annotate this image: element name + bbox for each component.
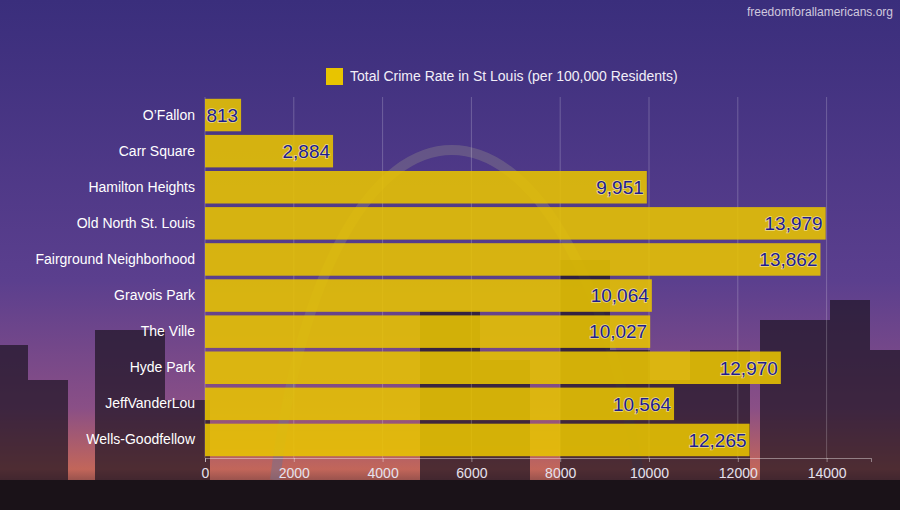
x-tick: 2000: [279, 458, 310, 481]
x-tick-mark: [294, 458, 295, 462]
x-tick: 4000: [368, 458, 399, 481]
data-label: 13,862: [759, 249, 817, 270]
bar: [205, 135, 333, 167]
x-axis: 0 2000 4000 6000 8000 10000 12000 14000: [202, 458, 872, 481]
background: [0, 0, 900, 510]
x-tick-label: 4000: [368, 465, 399, 481]
bar: [205, 207, 826, 239]
data-label: 2,884: [283, 141, 331, 162]
y-tick: O’Fallon: [143, 107, 197, 123]
x-tick: 14000: [808, 458, 847, 481]
y-tick-label: Gravois Park: [114, 287, 196, 303]
data-label: 10,027: [589, 321, 647, 342]
bar: [205, 388, 674, 420]
bar: [205, 171, 647, 203]
y-tick: JeffVanderLou: [105, 395, 197, 411]
x-tick: 8000: [545, 458, 576, 481]
bar: [205, 243, 820, 275]
y-tick-label: JeffVanderLou: [105, 395, 195, 411]
x-tick-label: 0: [202, 465, 210, 481]
y-tick-label: Hyde Park: [130, 359, 196, 375]
x-tick: 10000: [630, 458, 669, 481]
legend-label: Total Crime Rate in St Louis (per 100,00…: [350, 68, 678, 84]
x-tick-label: 2000: [279, 465, 310, 481]
legend-swatch: [326, 68, 343, 85]
bar: [205, 352, 781, 384]
y-axis: O’Fallon Carr Square Hamilton Heights Old N…: [35, 107, 197, 448]
grid-line: [737, 97, 738, 458]
x-axis-line: [206, 459, 872, 463]
x-tick-label: 14000: [808, 465, 847, 481]
x-tick-mark: [471, 458, 472, 462]
y-tick-label: Wells-Goodfellow: [86, 431, 196, 447]
y-tick-label: Old North St. Louis: [77, 215, 195, 231]
x-tick-mark: [827, 458, 828, 462]
x-tick: 12000: [719, 458, 758, 481]
y-tick-label: The Ville: [141, 323, 195, 339]
data-label: 10,064: [591, 285, 650, 306]
y-tick-label: Carr Square: [119, 143, 195, 159]
bar: [205, 315, 650, 347]
x-tick-label: 8000: [545, 465, 576, 481]
bar: [205, 99, 241, 131]
data-label: 813: [206, 105, 238, 126]
chart: 813 2,884 9,951 13,979 13,862 10,064 10,027 12,…: [0, 0, 900, 510]
x-tick: 6000: [456, 458, 487, 481]
bar: [205, 424, 750, 456]
skyline-decoration: [0, 260, 900, 510]
data-label: 10,564: [613, 394, 672, 415]
y-tick: Carr Square: [119, 143, 197, 159]
data-labels: 813 2,884 9,951 13,979 13,862 10,064 10,027 12,…: [206, 105, 822, 451]
y-tick: Hamilton Heights: [88, 179, 197, 195]
grid-line: [826, 97, 827, 458]
annotation: freedomforallamericans.org: [747, 5, 893, 19]
x-tick-mark: [738, 458, 739, 462]
data-label: 12,970: [720, 358, 778, 379]
legend: Total Crime Rate in St Louis (per 100,00…: [326, 68, 678, 85]
y-tick: Fairground Neighborhood: [35, 251, 197, 267]
x-tick-label: 12000: [719, 465, 758, 481]
data-label: 13,979: [765, 213, 823, 234]
y-tick-label: Hamilton Heights: [88, 179, 195, 195]
y-tick-label: Fairground Neighborhood: [35, 251, 195, 267]
y-tick: Hyde Park: [130, 359, 197, 375]
x-tick-mark: [383, 458, 384, 462]
x-tick-label: 6000: [456, 465, 487, 481]
ground-decoration: [0, 480, 900, 510]
x-tick: 0: [202, 458, 210, 481]
x-tick-label: 10000: [630, 465, 669, 481]
x-tick-mark: [205, 458, 206, 462]
grid: [205, 97, 827, 458]
x-tick-mark: [560, 458, 561, 462]
bars: [205, 99, 826, 456]
x-tick-mark: [649, 458, 650, 462]
y-tick-label: O’Fallon: [143, 107, 195, 123]
y-tick: The Ville: [141, 323, 197, 339]
data-label: 9,951: [596, 177, 644, 198]
bar: [205, 279, 652, 311]
y-tick: Gravois Park: [114, 287, 197, 303]
y-tick: Wells-Goodfellow: [86, 431, 197, 447]
y-tick: Old North St. Louis: [77, 215, 197, 231]
data-label: 12,265: [688, 430, 746, 451]
